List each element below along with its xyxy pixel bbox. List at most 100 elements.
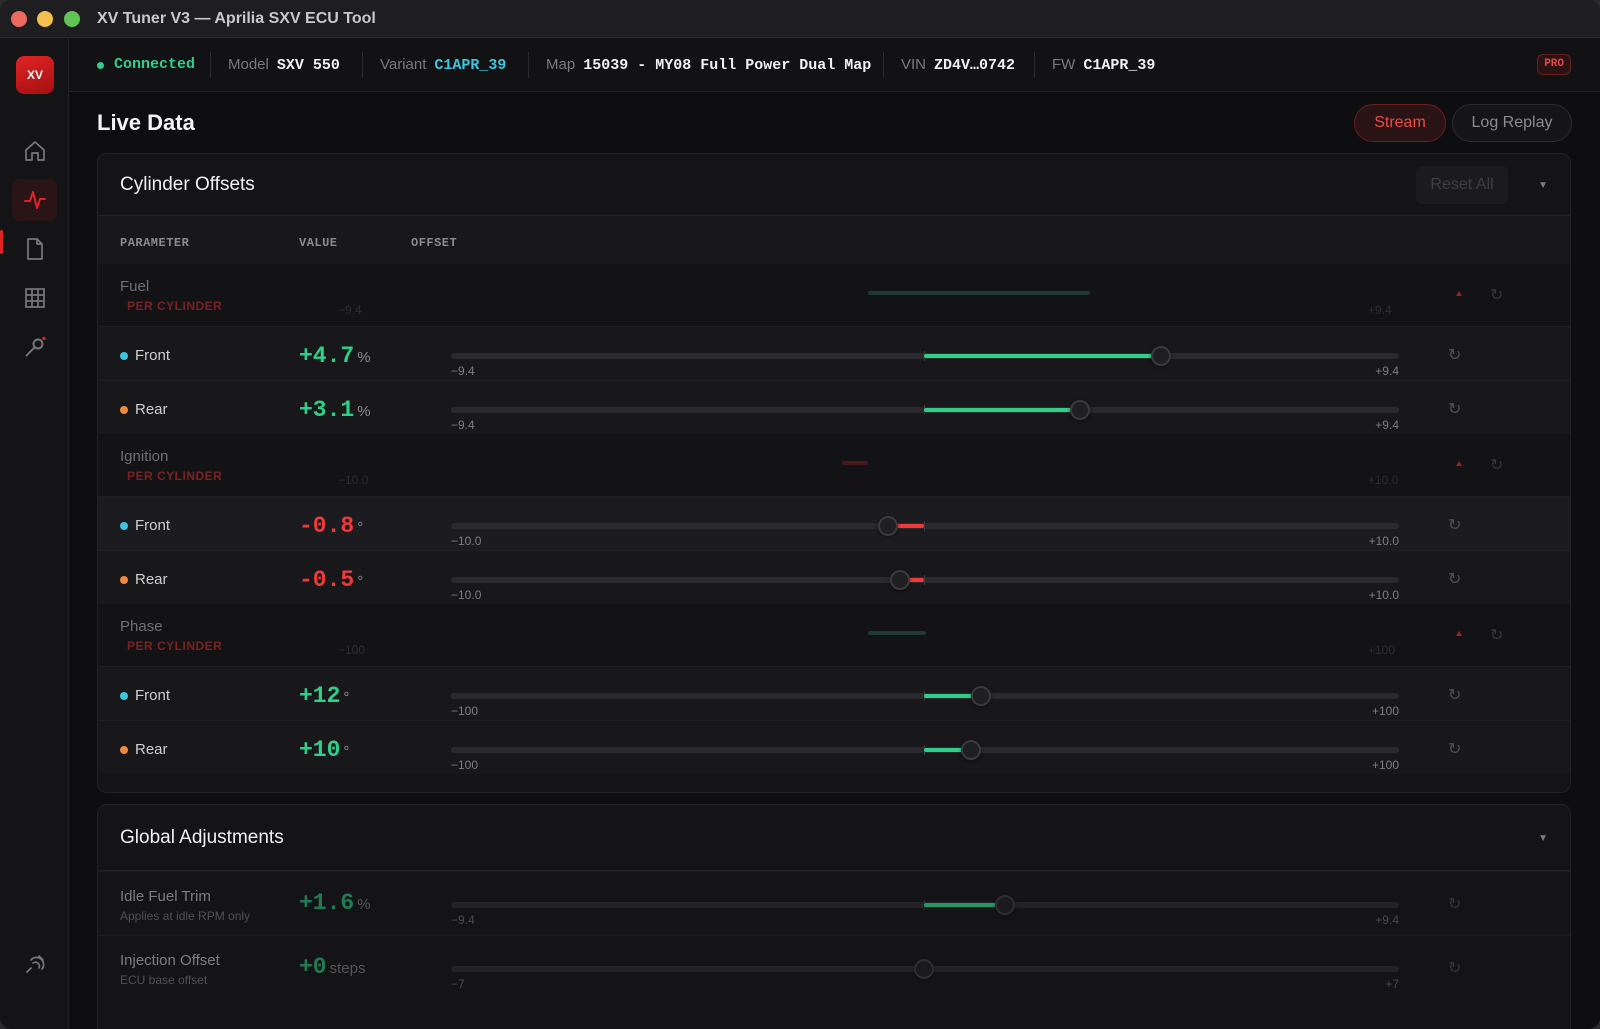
offset-slider[interactable] (451, 516, 1399, 536)
nav-home[interactable] (12, 130, 57, 172)
slider-handle[interactable] (961, 740, 982, 760)
offset-unit: ° (343, 689, 350, 706)
rear-cylinder-dot (120, 406, 128, 414)
offset-slider[interactable] (451, 895, 1399, 915)
slider-handle[interactable] (994, 895, 1015, 915)
slider-fill (924, 903, 1005, 907)
slider-handle[interactable] (890, 570, 911, 590)
slider-min-label: −100 (451, 758, 479, 772)
group-min-label: −9.4 (338, 303, 362, 317)
group-summary-bar (868, 631, 926, 635)
offset-slider[interactable] (451, 959, 1399, 979)
reset-icon[interactable]: ↻ (1448, 401, 1462, 418)
fw-value: C1APR_39 (1083, 57, 1156, 74)
group-summary-bar (842, 461, 868, 465)
home-icon (24, 141, 45, 161)
slider-max-label: +9.4 (1375, 418, 1399, 432)
stream-button[interactable]: Stream (1354, 104, 1446, 142)
variant-label: Variant (380, 56, 427, 73)
connection-dot (97, 62, 104, 69)
reset-icon[interactable]: ↻ (1448, 687, 1462, 704)
offset-value: -0.5 ° (299, 567, 363, 593)
reset-icon[interactable]: ↻ (1448, 347, 1462, 364)
group-max-label: +10.0 (1368, 473, 1399, 487)
global-adjustments-panel: Global Adjustments ▼ Idle Fuel Trim Appli… (97, 804, 1571, 1029)
slider-min-label: −10.0 (451, 534, 482, 548)
offset-number: +3.1 (299, 397, 355, 423)
adjustment-unit: steps (329, 960, 366, 977)
divider (883, 52, 884, 78)
adjustment-name: Injection Offset (120, 952, 220, 969)
nav-tools[interactable] (12, 326, 57, 368)
slider-handle[interactable] (914, 959, 934, 979)
cylinder-row-rear: Rear +3.1% −9.4 +9.4 ↻ (98, 380, 1570, 434)
minimize-window-button[interactable] (37, 11, 53, 27)
offset-unit: % (357, 349, 371, 366)
model-label: Model (228, 56, 269, 73)
slider-handle[interactable] (877, 516, 898, 536)
maximize-window-button[interactable] (64, 11, 80, 27)
reset-icon[interactable]: ↻ (1448, 896, 1462, 913)
slider-max-label: +7 (1385, 977, 1399, 991)
group-max-label: +9.4 (1368, 303, 1392, 317)
slider-handle[interactable] (970, 686, 991, 706)
nav-connection[interactable] (12, 943, 57, 985)
active-nav-marker (0, 230, 3, 254)
parameter-group-fuel: Fuel PER CYLINDER −9.4 +9.4 ↻ (98, 264, 1570, 326)
group-min-label: −10.0 (338, 473, 369, 487)
vin-label: VIN (901, 56, 927, 73)
vin-value: ZD4V…0742 (934, 57, 1016, 74)
offset-slider[interactable] (451, 740, 1399, 760)
collapse-chevron-icon[interactable]: ▼ (1538, 180, 1548, 191)
cylinder-row-rear: Rear +10 ° −100 +100 ↻ (98, 720, 1570, 774)
reset-all-button[interactable]: Reset All (1416, 166, 1508, 204)
adjustment-unit: % (357, 896, 371, 913)
offset-unit: ° (343, 743, 350, 760)
center-tick (924, 575, 925, 585)
page-title: Live Data (97, 110, 195, 135)
cylinder-label: Rear (135, 401, 168, 418)
group-name: Ignition (120, 448, 169, 465)
fw-label: FW (1052, 56, 1076, 73)
slider-max-label: +100 (1371, 704, 1399, 718)
app-logo: XV (16, 56, 54, 94)
slider-handle[interactable] (1070, 400, 1091, 420)
panel-title: Cylinder Offsets (120, 174, 255, 195)
nav-maps[interactable] (12, 228, 57, 270)
per-cylinder-tag: PER CYLINDER (127, 639, 223, 653)
reset-icon[interactable]: ↻ (1448, 741, 1462, 758)
reset-icon[interactable]: ↻ (1448, 960, 1462, 977)
reset-icon[interactable]: ↻ (1448, 517, 1462, 534)
reset-icon[interactable]: ↻ (1490, 287, 1504, 304)
offset-value: +12 ° (299, 683, 349, 709)
cylinder-offsets-panel: Cylinder Offsets Reset All ▼ PARAMETER V… (97, 153, 1571, 793)
file-icon (26, 238, 43, 260)
group-max-label: +100 (1368, 643, 1396, 657)
offset-slider[interactable] (451, 346, 1399, 366)
offset-slider[interactable] (451, 570, 1399, 590)
offset-number: +12 (299, 683, 341, 709)
global-row-injection-offset: Injection Offset ECU base offset +0 steps −7… (98, 935, 1570, 999)
center-tick (924, 521, 925, 531)
reset-icon[interactable]: ↻ (1490, 457, 1504, 474)
close-window-button[interactable] (11, 11, 27, 27)
log-replay-button[interactable]: Log Replay (1452, 104, 1572, 142)
nav-live-data[interactable] (12, 179, 57, 221)
expand-caret-icon[interactable] (1456, 631, 1462, 636)
map-label: Map (546, 56, 576, 73)
nav-tables[interactable] (12, 277, 57, 319)
adjustment-value: +0 steps (299, 954, 365, 980)
reset-icon[interactable]: ↻ (1490, 627, 1504, 644)
divider (210, 52, 211, 78)
cylinder-label: Front (135, 347, 171, 364)
offset-slider[interactable] (451, 400, 1399, 420)
collapse-chevron-icon[interactable]: ▼ (1538, 833, 1548, 844)
slider-min-label: −9.4 (451, 913, 475, 927)
offset-slider[interactable] (451, 686, 1399, 706)
reset-icon[interactable]: ↻ (1448, 571, 1462, 588)
expand-caret-icon[interactable] (1456, 291, 1462, 296)
divider (1034, 52, 1035, 78)
expand-caret-icon[interactable] (1456, 461, 1462, 466)
firmware-info: FW C1APR_39 (1052, 56, 1155, 74)
slider-handle[interactable] (1151, 346, 1171, 366)
